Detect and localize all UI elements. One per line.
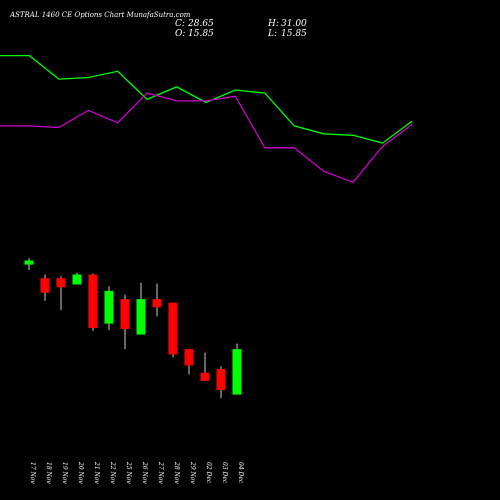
candle-body bbox=[232, 349, 242, 395]
candle-21-nov bbox=[88, 273, 98, 331]
low-label: L: bbox=[267, 29, 277, 39]
candle-18-nov bbox=[40, 274, 50, 301]
open-value: 15.85 bbox=[188, 29, 214, 39]
x-axis-ticks: 17 Nov 18 Nov 19 Nov 20 Nov 21 Nov 22 Nov 25 N… bbox=[29, 461, 244, 484]
candle-body bbox=[72, 274, 82, 285]
candle-body bbox=[200, 372, 210, 381]
x-tick-label: 22 Nov bbox=[109, 461, 116, 484]
candle-17-nov bbox=[24, 258, 34, 270]
candle-26-nov bbox=[136, 282, 146, 335]
x-tick-label: 02 Dec bbox=[205, 462, 212, 484]
x-tick-label: 29 Nov bbox=[189, 461, 196, 484]
candle-27-nov bbox=[152, 283, 162, 317]
x-tick-label: 20 Nov bbox=[77, 461, 84, 484]
x-tick-label: 18 Nov bbox=[45, 462, 52, 484]
x-tick-label: 26 Nov bbox=[141, 461, 148, 484]
x-tick-label: 28 Nov bbox=[173, 461, 180, 484]
candle-body bbox=[56, 278, 66, 288]
candle-body bbox=[40, 278, 50, 293]
chart-title: ASTRAL 1460 CE Options Chart MunafaSutra… bbox=[9, 11, 191, 19]
x-tick-label: 17 Nov bbox=[29, 462, 36, 484]
candle-25-nov bbox=[120, 294, 130, 350]
candle-19-nov bbox=[56, 276, 66, 310]
high-value: 31.00 bbox=[281, 19, 307, 29]
candle-body bbox=[184, 349, 194, 366]
candle-20-nov bbox=[72, 272, 82, 285]
candles bbox=[24, 258, 242, 399]
candle-29-nov bbox=[184, 349, 194, 375]
close-value: 28.65 bbox=[187, 19, 214, 29]
candle-body bbox=[216, 369, 226, 390]
candle-03-dec bbox=[216, 366, 226, 399]
x-tick-label: 04 Dec bbox=[237, 462, 244, 484]
x-tick-label: 19 Nov bbox=[61, 462, 68, 484]
candle-body bbox=[168, 302, 178, 355]
candle-body bbox=[120, 299, 130, 330]
x-tick-label: 21 Nov bbox=[93, 461, 100, 484]
open-label: O: bbox=[175, 29, 185, 39]
moving-lines bbox=[0, 54, 413, 183]
candle-02-dec bbox=[200, 352, 210, 381]
candle-22-nov bbox=[104, 286, 114, 330]
lower-line-series bbox=[0, 92, 413, 183]
candle-body bbox=[88, 274, 98, 329]
candle-body bbox=[104, 290, 114, 324]
x-tick-label: 03 Dec bbox=[221, 462, 228, 484]
candle-28-nov bbox=[168, 302, 178, 358]
candle-body bbox=[24, 260, 34, 265]
x-tick-label: 27 Nov bbox=[157, 461, 164, 484]
high-label: H: bbox=[267, 19, 279, 29]
low-value: 15.85 bbox=[281, 29, 307, 39]
candle-04-dec bbox=[232, 343, 242, 395]
x-tick-label: 25 Nov bbox=[125, 461, 132, 484]
candle-body bbox=[152, 299, 162, 308]
candle-body bbox=[136, 299, 146, 335]
upper-line-series bbox=[0, 54, 413, 144]
close-label: C: bbox=[175, 19, 185, 29]
